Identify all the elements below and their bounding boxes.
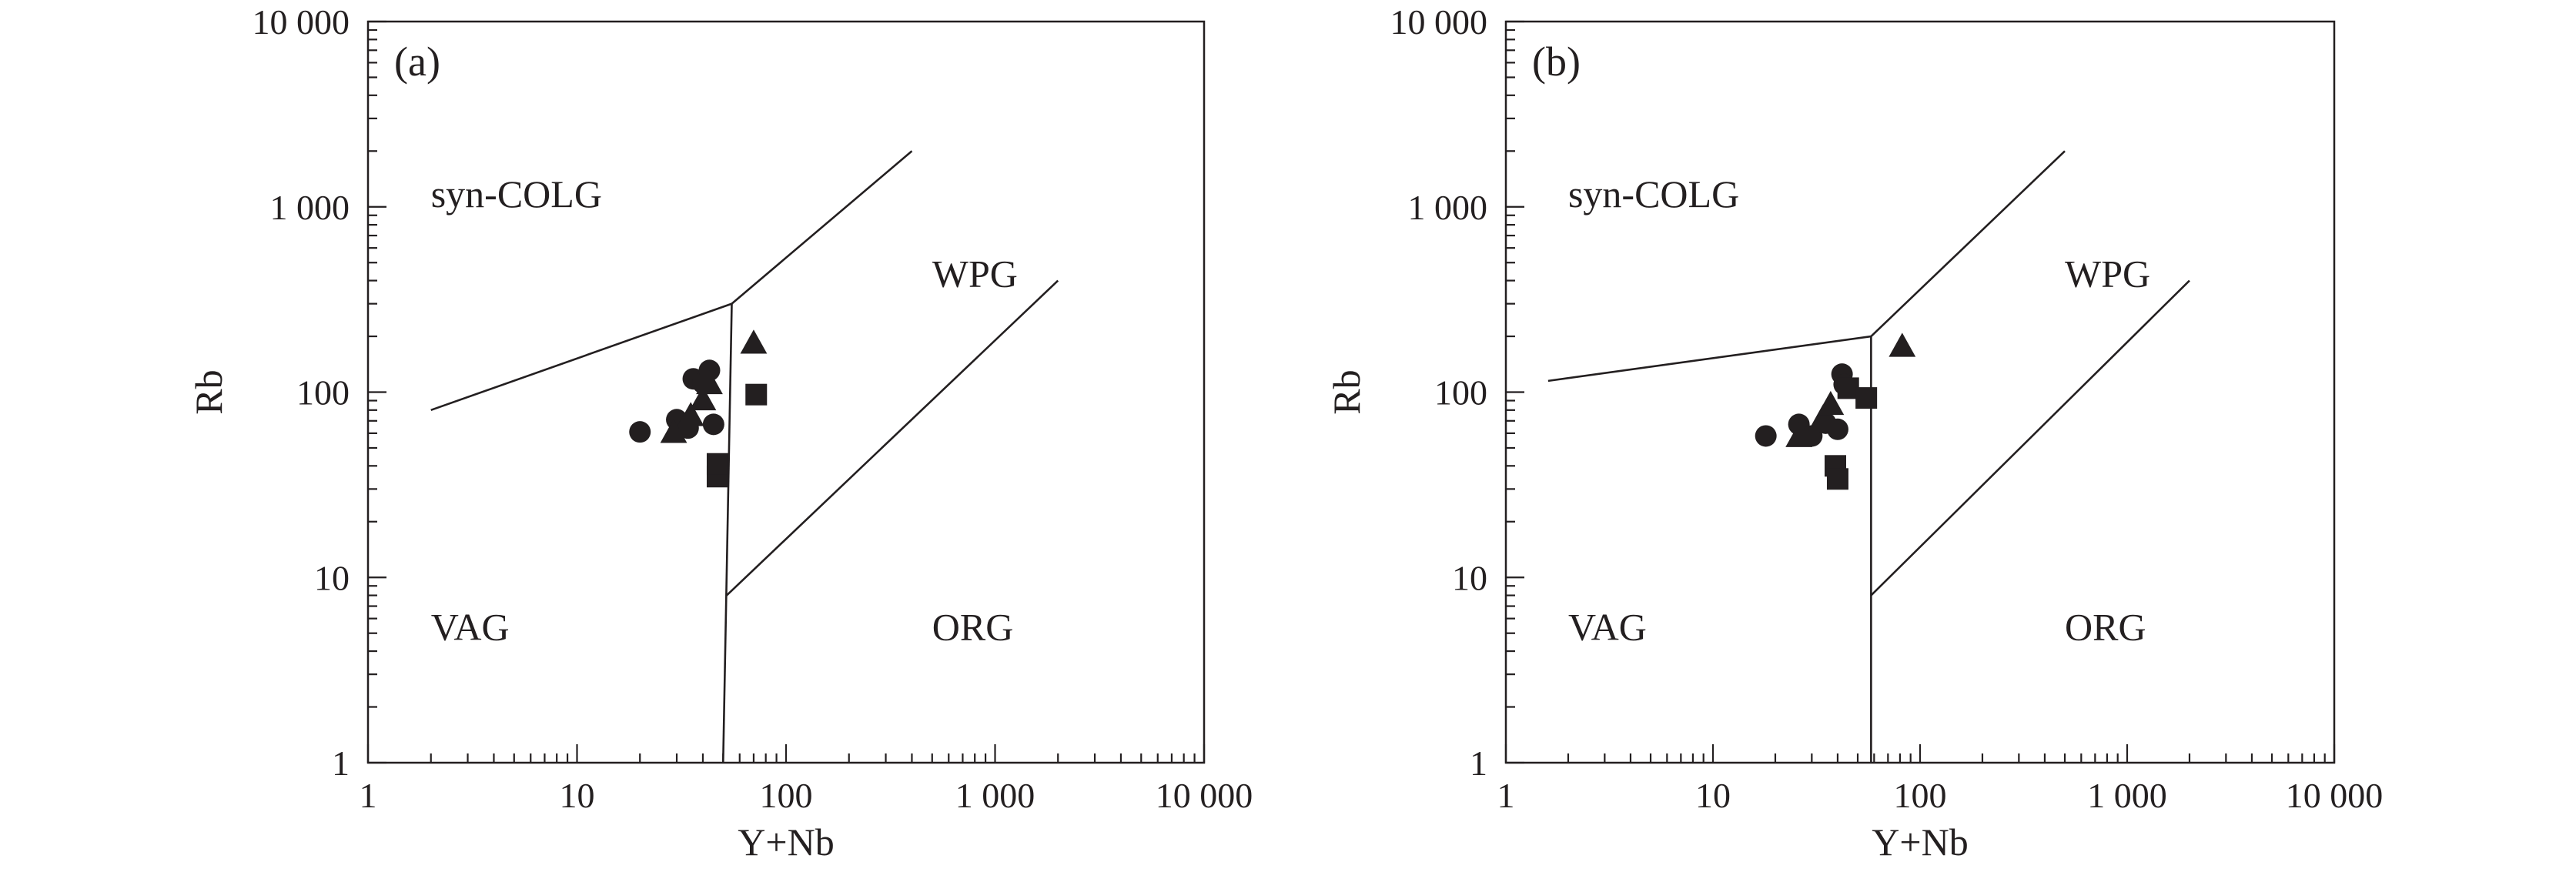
triangle-point: [1809, 404, 1837, 429]
field-boundary-line: [430, 302, 732, 412]
triangle-point: [1889, 332, 1916, 357]
x-tick-label: 10 000: [1156, 776, 1253, 815]
triangle-point: [1785, 423, 1813, 447]
field-boundary-line: [721, 303, 733, 763]
field-boundary-line: [1870, 150, 2066, 337]
y-axis-title: Rb: [1325, 369, 1368, 414]
square-point: [1826, 468, 1848, 490]
field-label-org: ORG: [932, 605, 1014, 648]
field-label-wpg: WPG: [2065, 252, 2150, 296]
x-tick-label: 10: [560, 776, 595, 815]
panel-label: (b): [1532, 38, 1581, 85]
field-label-vag: VAG: [1568, 605, 1647, 648]
circle-point: [702, 413, 724, 436]
y-tick-label: 1: [332, 743, 350, 783]
y-tick-label: 10: [1452, 558, 1487, 597]
y-axis-title: Rb: [187, 369, 230, 414]
y-tick-label: 1 000: [270, 188, 350, 227]
circle-point: [629, 421, 651, 443]
x-axis-title: Y+Nb: [738, 820, 834, 864]
triangle-point: [1817, 390, 1845, 416]
y-tick-label: 100: [296, 373, 350, 413]
y-tick-label: 10: [314, 558, 350, 597]
field-boundary-line: [725, 279, 1059, 596]
x-tick-label: 1 000: [955, 776, 1035, 815]
x-axis-title: Y+Nb: [1872, 820, 1968, 864]
square-point: [1855, 387, 1878, 409]
scatter-panel-b: 1 10 100 1 000 10 000 1 10 100 1 000 10 000 Y+Nb Rb…: [1325, 2, 2383, 864]
field-label-org: ORG: [2065, 605, 2146, 648]
x-tick-label: 100: [1894, 776, 1947, 815]
field-label-syn-colg: syn-COLG: [431, 172, 602, 215]
plot-frame: [1504, 20, 2336, 764]
field-label-syn-colg: syn-COLG: [1568, 172, 1739, 215]
field-boundary-line: [1547, 335, 1872, 383]
triangle-point: [677, 402, 704, 426]
triangle-point: [689, 386, 717, 411]
circle-point: [1755, 425, 1777, 447]
x-tick-label: 10 000: [2286, 776, 2384, 815]
plot-frame: [366, 20, 1206, 764]
field-boundary-line: [1870, 279, 2190, 596]
x-tick-label: 10: [1695, 776, 1731, 815]
x-tick-label: 100: [760, 776, 813, 815]
y-tick-label: 1 000: [1408, 188, 1488, 227]
square-point: [745, 383, 768, 406]
triangle-point: [740, 329, 768, 354]
y-tick-label: 10 000: [253, 2, 350, 42]
x-tick-label: 1: [360, 776, 377, 815]
panel-label: (a): [394, 38, 440, 85]
scatter-panel-a: 1 10 100 1 000 10 000 1 10 100 1 000 10 000 Y+Nb Rb…: [187, 2, 1253, 864]
y-tick-label: 1: [1470, 743, 1487, 783]
triangle-point: [696, 369, 723, 395]
x-tick-label: 1 000: [2087, 776, 2167, 815]
square-point: [1837, 377, 1859, 399]
y-tick-label: 100: [1434, 373, 1487, 413]
triangle-point: [660, 419, 687, 443]
square-point: [706, 453, 728, 475]
y-tick-label: 10 000: [1390, 2, 1488, 42]
x-tick-label: 1: [1497, 776, 1515, 815]
field-boundary-line: [731, 150, 913, 305]
field-label-wpg: WPG: [932, 252, 1018, 296]
field-label-vag: VAG: [431, 605, 510, 648]
